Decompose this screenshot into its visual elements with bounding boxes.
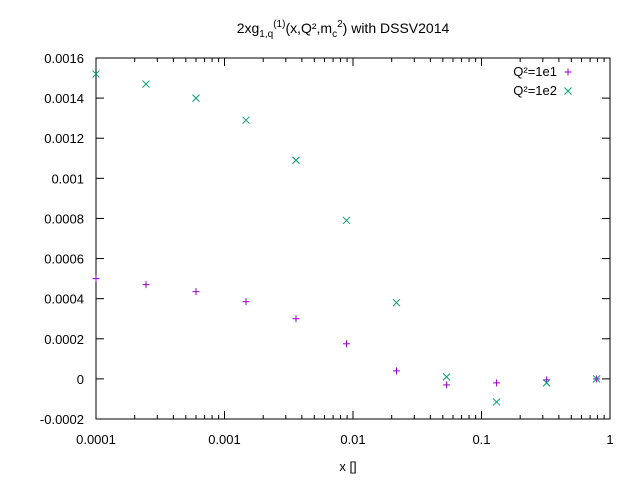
plot-area-frame: [95, 57, 611, 420]
y-tick-label: 0.001: [51, 171, 84, 186]
data-point-series-2: [92, 70, 100, 78]
data-point-series-1: [392, 367, 400, 375]
data-point-series-1: [292, 315, 300, 323]
data-point-series-1: [493, 379, 501, 387]
y-tick-label: 0.0004: [44, 292, 84, 307]
x-axis-label: x []: [339, 459, 356, 474]
y-tick-label: 0.0012: [44, 131, 84, 146]
x-tick-label: 0.001: [208, 432, 241, 447]
data-point-series-1: [342, 340, 350, 348]
data-point-series-1: [242, 298, 250, 306]
x-axis: 0.0001 0.001 0.01 0.1 1: [76, 58, 614, 447]
x-tick-label: 0.0001: [76, 432, 116, 447]
legend-label-1: Q²=1e1: [513, 64, 557, 79]
data-point-series-2: [192, 94, 200, 102]
data-point-series-2: [392, 298, 401, 307]
data-point-series-2: [342, 216, 351, 225]
y-tick-label: -0.0002: [40, 412, 84, 427]
data-point-series-2: [542, 379, 551, 387]
y-tick-label: 0.0002: [44, 332, 84, 347]
x-tick-label: 0.1: [472, 432, 490, 447]
chart-title: 2xg1,q(1)(x,Q²,mc2) with DSSV2014: [237, 19, 450, 40]
legend: Q²=1e1 Q²=1e2: [513, 64, 572, 98]
y-tick-label: 0.0014: [44, 91, 84, 106]
data-point-series-2: [492, 398, 501, 406]
legend-marker-1: [564, 68, 572, 76]
y-tick-label: 0: [77, 372, 84, 387]
y-tick-label: 0.0008: [44, 211, 84, 226]
data-points: [92, 70, 601, 406]
data-point-series-1: [142, 281, 150, 289]
data-point-series-1: [92, 275, 100, 283]
legend-label-2: Q²=1e2: [513, 83, 557, 98]
y-tick-label: 0.0006: [44, 252, 84, 267]
x-tick-label: 0.01: [340, 432, 365, 447]
data-point-series-2: [142, 80, 150, 88]
y-axis: -0.0002 0 0.0002 0.0004 0.0006 0.0008 0.001 0.0…: [40, 51, 610, 427]
data-point-series-2: [242, 116, 250, 125]
data-point-series-2: [292, 156, 300, 165]
data-point-series-2: [592, 375, 601, 383]
data-point-series-1: [192, 288, 200, 296]
data-point-series-1: [443, 381, 451, 389]
legend-marker-2: [564, 87, 572, 95]
x-tick-label: 1: [606, 432, 613, 447]
y-tick-label: 0.0016: [44, 51, 84, 66]
data-point-series-2: [442, 373, 451, 381]
